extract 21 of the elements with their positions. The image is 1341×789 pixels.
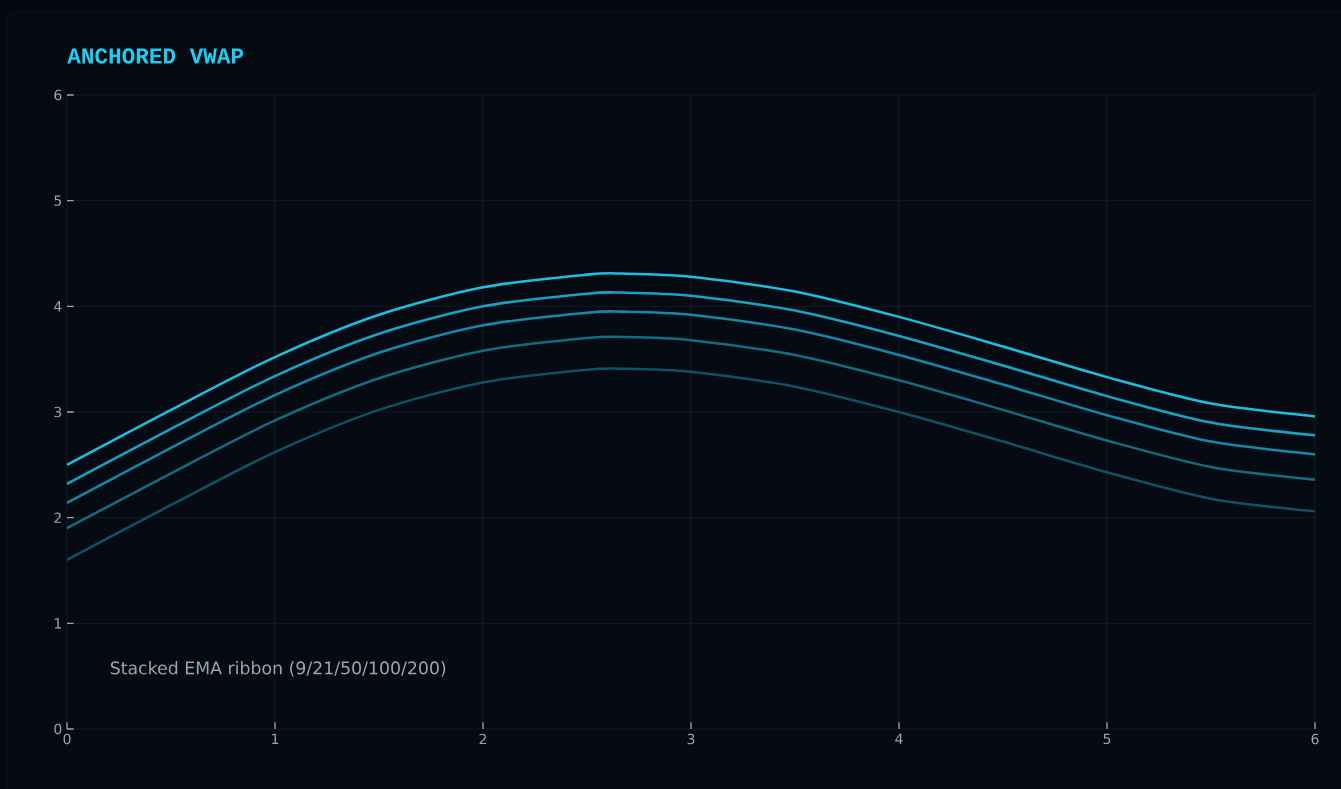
y-tick-label: 6 xyxy=(54,89,62,101)
x-tick-label: 5 xyxy=(1103,733,1111,745)
y-tick-label: 4 xyxy=(54,301,62,312)
line-series xyxy=(65,367,1317,562)
line-series xyxy=(65,310,1317,505)
x-tick-label: 0 xyxy=(63,733,71,745)
chart-title: ANCHORED VWAP xyxy=(67,48,244,64)
line-series xyxy=(65,291,1317,486)
x-tick-label: 1 xyxy=(272,733,279,744)
y-tick-label: 3 xyxy=(54,406,62,418)
x-tick-label: 2 xyxy=(479,733,487,745)
x-tick-label: 3 xyxy=(687,733,695,745)
annotation: Stacked EMA ribbon (9/21/50/100/200) xyxy=(110,661,446,677)
line-series xyxy=(65,272,1317,467)
y-tick-label: 5 xyxy=(54,195,62,206)
y-tick-label: 0 xyxy=(54,723,62,735)
x-tick-label: 4 xyxy=(895,733,903,744)
line-series xyxy=(65,335,1317,530)
y-tick-label: 2 xyxy=(54,512,61,523)
y-tick-label: 1 xyxy=(54,618,61,629)
x-tick-label: 6 xyxy=(1311,733,1319,745)
